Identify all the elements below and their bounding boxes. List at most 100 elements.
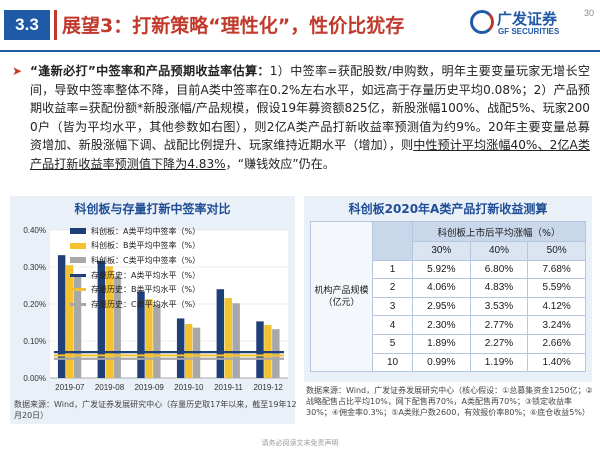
bar [65, 265, 74, 378]
x-tick-label: 2019-12 [253, 383, 283, 392]
value-cell: 2.30% [412, 315, 471, 335]
bar [153, 304, 161, 378]
legend-swatch [70, 228, 86, 235]
table-row: 3 2.95% 3.53% 4.12% [311, 296, 586, 317]
value-cell: 6.80% [469, 259, 529, 280]
legend-label: 科创板：C类平均中签率（%） [91, 255, 201, 265]
legend-label: 科创板：A类平均中签率（%） [91, 226, 201, 236]
value-cell: 5.92% [412, 259, 471, 280]
y-tick-label: 0.30% [23, 263, 46, 272]
x-tick-label: 2019-10 [174, 383, 204, 392]
left-chart-panel: 科创板与存量打新中签率对比 0.00% 0.10% 0.20% 0.30% 0.40% 2… [10, 196, 295, 424]
column-group-header: 科创板上市后平均涨幅（%） [412, 221, 586, 242]
value-cell: 2.95% [412, 296, 471, 317]
value-cell: 1.19% [469, 352, 529, 373]
paragraph-underlined: 中性预计平均涨幅40%、2亿A类产品打新收益率预测值下降为4.83% [30, 138, 590, 171]
header-divider [0, 50, 600, 52]
bar [184, 323, 193, 378]
row-header-cell: 机构产品规模（亿元） [310, 220, 373, 373]
legend-item: 科创板：C类平均中签率（%） [70, 253, 200, 268]
arrow-bullet-icon: ➤ [12, 64, 23, 78]
bar [176, 318, 185, 378]
bar [105, 266, 113, 378]
bar [256, 321, 264, 378]
legend-item: 科创板：A类平均中签率（%） [70, 224, 200, 239]
legend-label: 科创板：B类平均中签率（%） [91, 241, 201, 251]
slide-header: 3.3 展望3：打新策略“理性化”，性价比犹存 广发证券 GF SECURITI… [0, 0, 600, 52]
legend-swatch [70, 302, 86, 306]
legend-item: 存量历史：B类平均水平（%） [70, 282, 200, 297]
table-row: 1 5.92% 6.80% 7.68% [311, 259, 586, 280]
chart-title: 科创板与存量打新中签率对比 [74, 202, 231, 216]
gf-securities-logo: 广发证券 GF SECURITIES [470, 8, 566, 42]
bullet-paragraph: ➤ “逢新必打”中签率和产品预期收益率估算：1）中签率=获配股数/申购数，明年主… [10, 62, 590, 174]
logo-circle-icon [470, 10, 494, 34]
scale-cell: 3 [372, 296, 413, 317]
x-tick-label: 2019-11 [214, 383, 243, 392]
legend-item: 存量历史：A类平均水平（%） [70, 268, 200, 283]
legend-label: 存量历史：A类平均水平（%） [91, 270, 201, 280]
table-row: 10 0.99% 1.19% 1.40% [311, 352, 586, 373]
disclaimer-footer: 请务必阅读文末免责声明 [261, 439, 339, 447]
table-row: 2 4.06% 4.83% 5.59% [311, 278, 586, 298]
logo-english-text: GF SECURITIES [498, 27, 560, 36]
paragraph-end: ，“赚钱效应”仍在。 [225, 156, 335, 171]
right-table-panel: 科创板2020年A类产品打新收益测算 机构产品规模（亿元） 科创板上市后平均涨幅… [304, 196, 592, 382]
paragraph-body: 1）中签率=获配股数/申购数，明年主要变量玩家无增长空间，导致中签率整体不降，目… [30, 64, 590, 153]
left-source-note: 数据来源：Wind，广发证券发展研究中心（存量历史取17年以来，截至19年12月… [14, 400, 297, 420]
value-cell: 3.24% [527, 315, 586, 335]
column-header: 30% [412, 241, 471, 261]
legend-label: 存量历史：C类平均水平（%） [91, 299, 201, 309]
bar [97, 260, 106, 378]
table-title: 科创板2020年A类产品打新收益测算 [348, 202, 548, 216]
section-number-badge: 3.3 [4, 10, 50, 40]
value-cell: 5.59% [527, 278, 586, 298]
slide-title: 展望3：打新策略“理性化”，性价比犹存 [62, 15, 405, 37]
bar [272, 329, 280, 378]
return-estimate-table: 机构产品规模（亿元） 科创板上市后平均涨幅（%） 30% 40% 50% 1 5… [310, 220, 586, 373]
value-cell: 4.06% [412, 278, 471, 298]
legend-swatch [70, 288, 86, 292]
x-tick-label: 2019-07 [55, 383, 85, 392]
value-cell: 4.83% [469, 278, 529, 298]
title-accent-bar [54, 10, 57, 40]
scale-cell: 4 [372, 315, 413, 335]
value-cell: 2.66% [527, 333, 586, 354]
scale-cell: 10 [372, 352, 413, 373]
legend-swatch [70, 242, 86, 249]
bar [73, 275, 82, 378]
x-tick-label: 2019-08 [95, 383, 125, 392]
legend-label: 存量历史：B类平均水平（%） [91, 285, 201, 295]
legend-swatch [70, 257, 86, 264]
y-tick-label: 0.40% [23, 226, 46, 235]
scale-cell: 1 [372, 259, 413, 280]
paragraph-lead: “逢新必打”中签率和产品预期收益率估算： [30, 64, 270, 78]
chart-legend: 科创板：A类平均中签率（%） 科创板：B类平均中签率（%） 科创板：C类平均中签率（… [70, 224, 200, 312]
bar [57, 255, 66, 378]
bar [232, 303, 240, 378]
scale-cell: 5 [372, 333, 413, 354]
bar [113, 276, 121, 378]
legend-swatch [70, 273, 86, 277]
value-cell: 0.99% [412, 352, 471, 373]
column-header: 40% [469, 241, 529, 261]
bar [216, 289, 225, 378]
value-cell: 4.12% [527, 296, 586, 317]
legend-item: 科创板：B类平均中签率（%） [70, 239, 200, 254]
table-row: 4 2.30% 2.77% 3.24% [311, 315, 586, 335]
value-cell: 1.89% [412, 333, 471, 354]
win-rate-chart: 0.00% 0.10% 0.20% 0.30% 0.40% 2019-07 2019-08 2… [23, 226, 288, 392]
value-cell: 2.27% [469, 333, 529, 354]
legend-item: 存量历史：C类平均水平（%） [70, 297, 200, 312]
paragraph-text: “逢新必打”中签率和产品预期收益率估算：1）中签率=获配股数/申购数，明年主要变… [30, 62, 590, 174]
right-source-note: 数据来源：Wind，广发证券发展研究中心（核心假设：①总募集资金1250亿；②战… [306, 386, 593, 417]
bar [137, 291, 145, 378]
value-cell: 3.53% [469, 296, 529, 317]
logo-chinese-text: 广发证券 [497, 10, 558, 28]
y-tick-label: 0.00% [23, 374, 46, 383]
scale-cell: 2 [372, 278, 413, 298]
x-tick-label: 2019-09 [134, 383, 164, 392]
bar [145, 299, 153, 378]
corner-cell [372, 221, 413, 261]
value-cell: 1.40% [527, 352, 586, 373]
